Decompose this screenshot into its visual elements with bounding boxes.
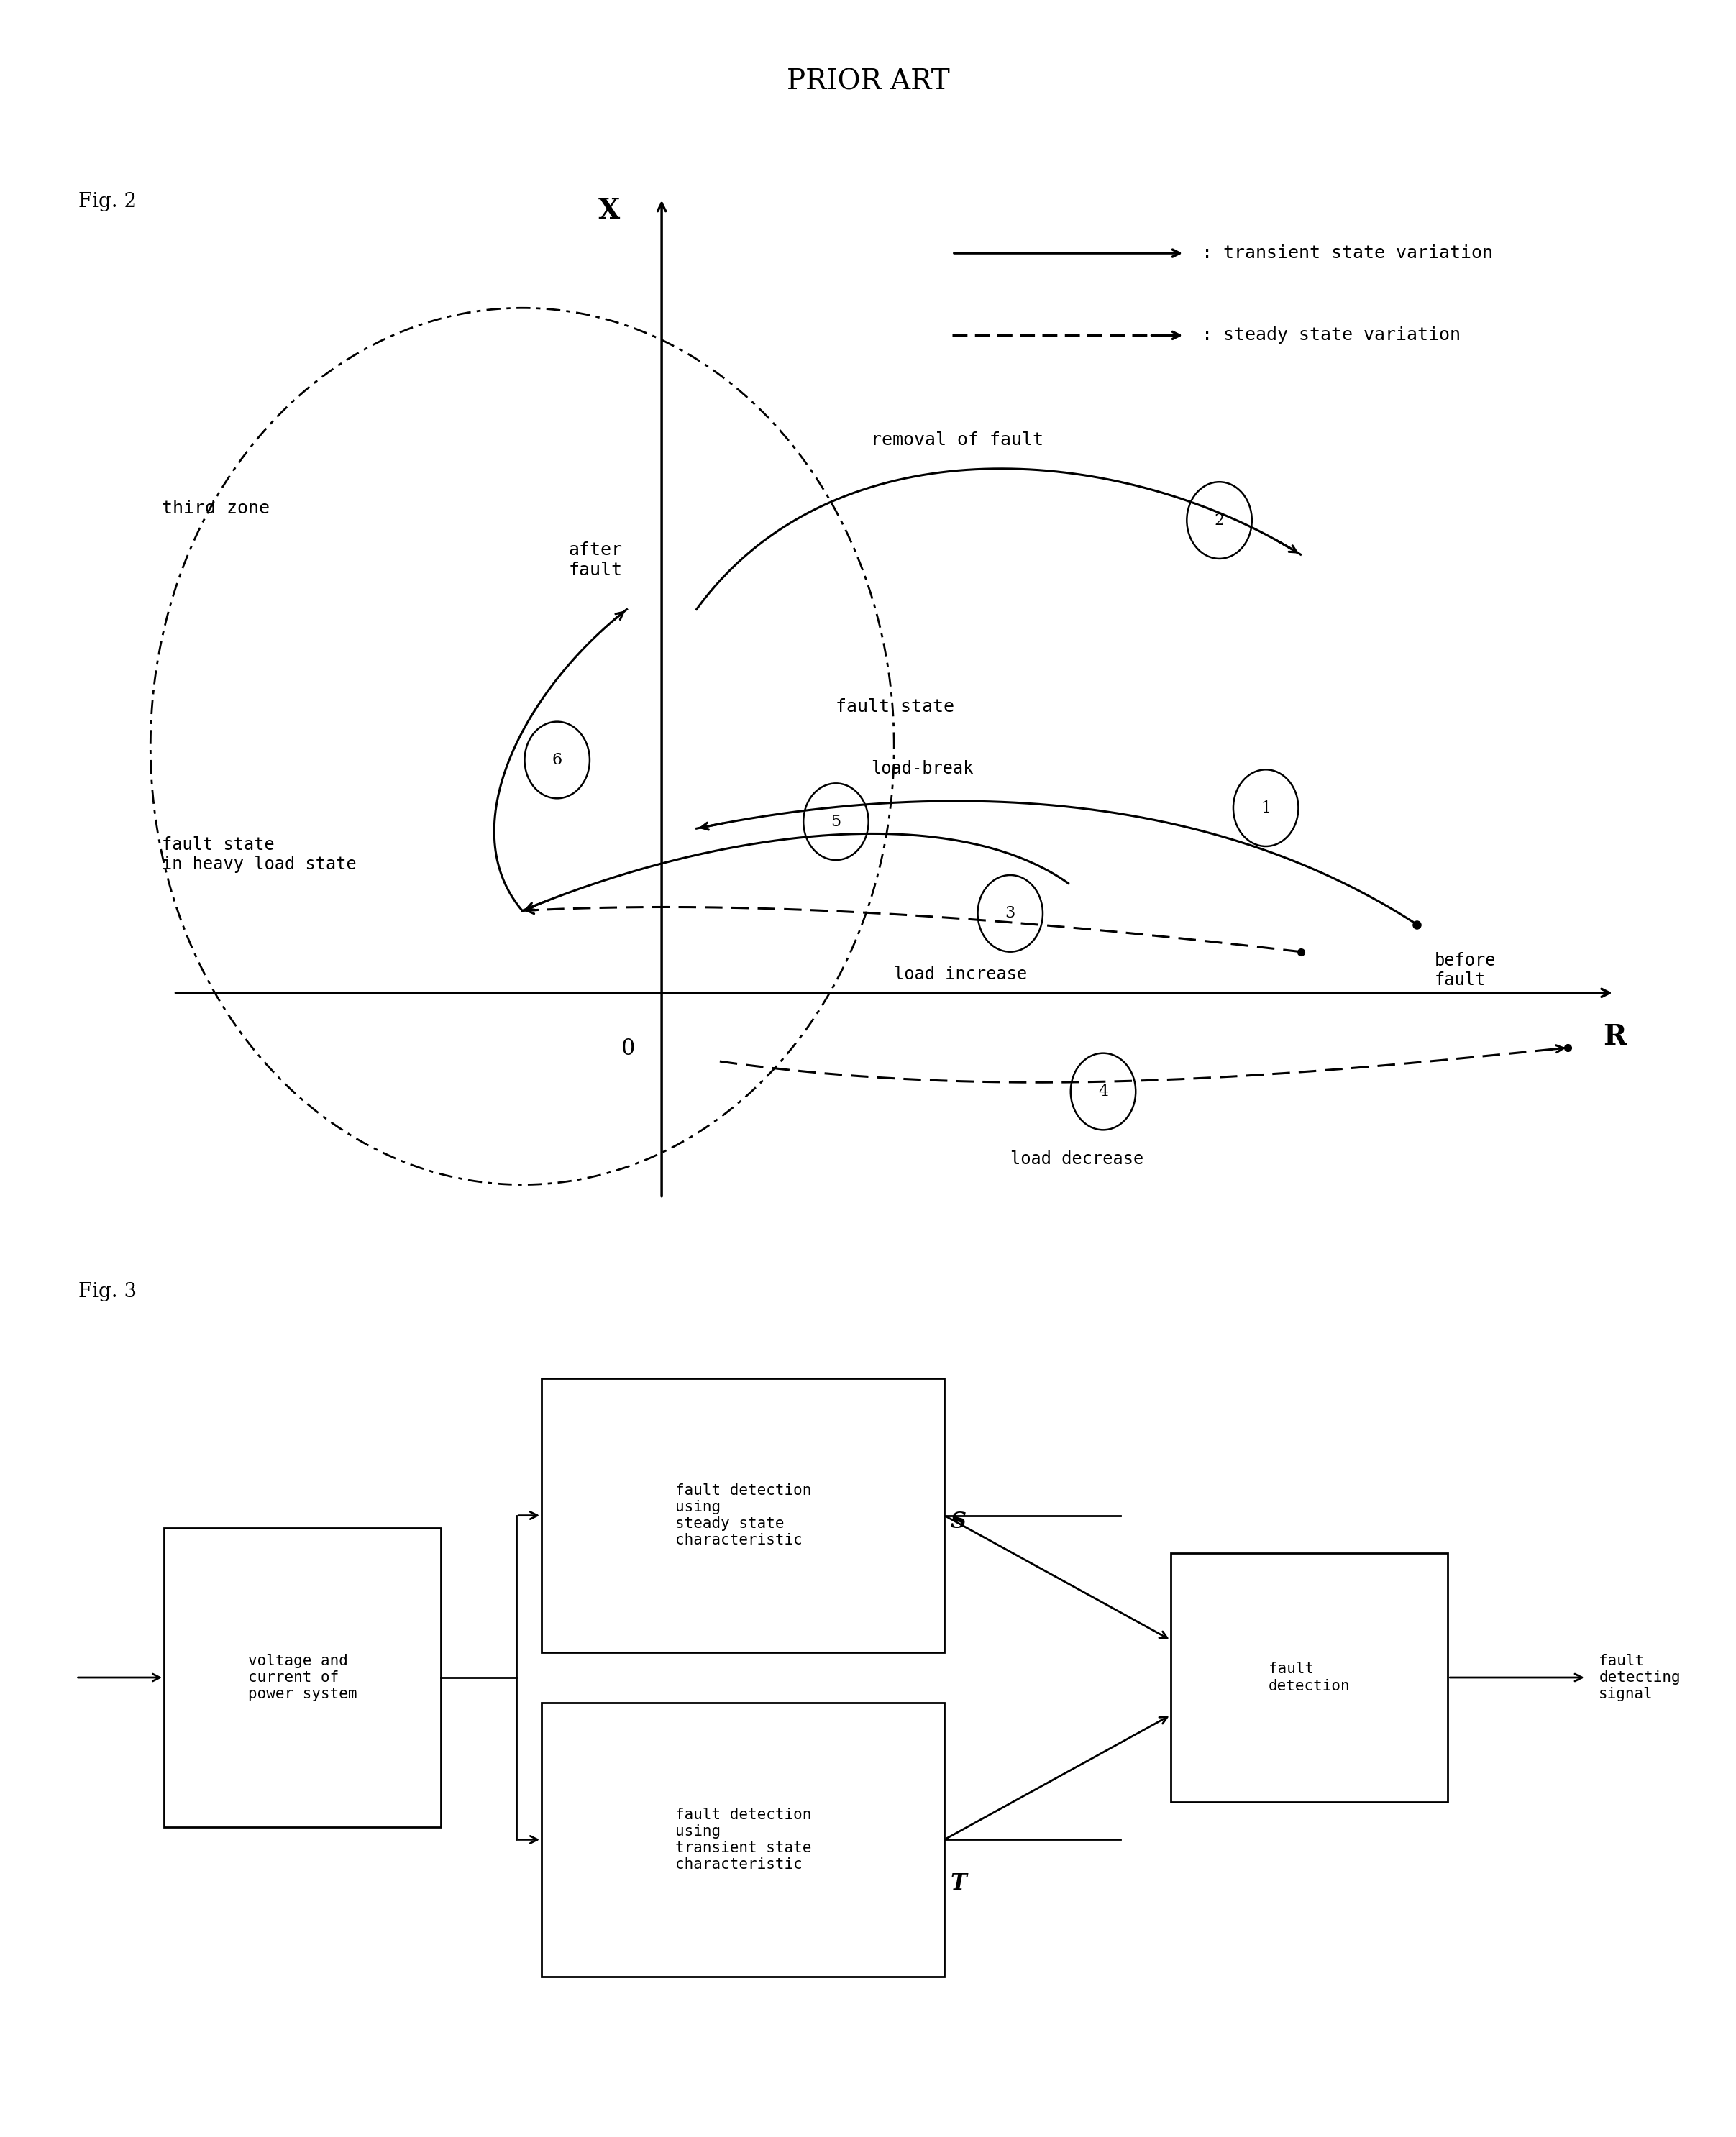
Text: PRIOR ART: PRIOR ART xyxy=(786,68,950,94)
Text: T: T xyxy=(951,1872,967,1893)
Text: fault detection
using
steady state
characteristic: fault detection using steady state chara… xyxy=(675,1483,811,1547)
Bar xyxy=(163,1528,441,1827)
Text: removal of fault: removal of fault xyxy=(871,432,1043,449)
Bar xyxy=(542,1378,944,1652)
Text: load increase: load increase xyxy=(894,966,1028,983)
Text: : steady state variation: : steady state variation xyxy=(1201,327,1460,344)
Text: R: R xyxy=(1602,1024,1627,1051)
Text: fault state: fault state xyxy=(837,699,955,716)
Text: 4: 4 xyxy=(1099,1083,1108,1098)
Text: fault state
in heavy load state: fault state in heavy load state xyxy=(161,836,358,874)
Text: 6: 6 xyxy=(552,752,562,767)
Text: X: X xyxy=(597,197,620,224)
Text: S: S xyxy=(951,1511,967,1532)
Text: fault
detection: fault detection xyxy=(1269,1663,1351,1693)
Text: 1: 1 xyxy=(1260,799,1271,816)
Text: fault detection
using
transient state
characteristic: fault detection using transient state ch… xyxy=(675,1808,811,1872)
Text: 0: 0 xyxy=(621,1036,635,1060)
Text: Fig. 2: Fig. 2 xyxy=(78,192,137,212)
Text: load-break: load-break xyxy=(871,761,974,778)
Text: 2: 2 xyxy=(1213,513,1224,528)
Bar xyxy=(542,1703,944,1977)
Text: voltage and
current of
power system: voltage and current of power system xyxy=(248,1654,358,1701)
Text: load decrease: load decrease xyxy=(1010,1150,1144,1167)
Text: : transient state variation: : transient state variation xyxy=(1201,244,1493,261)
Text: third zone: third zone xyxy=(161,500,271,517)
Text: after
fault: after fault xyxy=(569,541,623,579)
Bar xyxy=(1170,1554,1448,1801)
Text: Fig. 3: Fig. 3 xyxy=(78,1282,137,1301)
Text: fault
detecting
signal: fault detecting signal xyxy=(1599,1654,1680,1701)
Text: 3: 3 xyxy=(1005,906,1016,921)
Text: 5: 5 xyxy=(832,814,840,829)
Text: before
fault: before fault xyxy=(1434,951,1496,989)
